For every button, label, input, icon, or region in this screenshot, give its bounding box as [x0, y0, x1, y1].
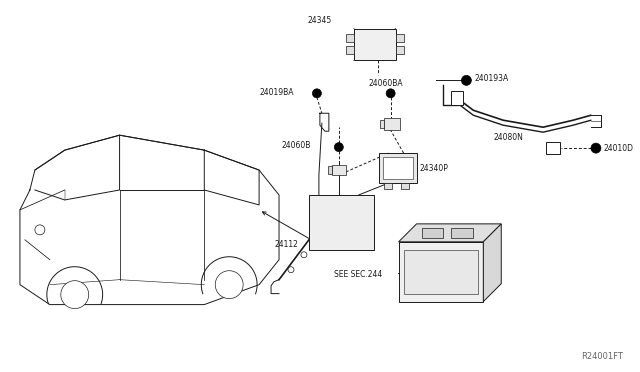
Circle shape	[312, 89, 321, 98]
Text: 24060B: 24060B	[281, 141, 310, 150]
Circle shape	[461, 76, 471, 85]
Circle shape	[301, 252, 307, 258]
Circle shape	[288, 267, 294, 273]
Text: SEE SEC.244: SEE SEC.244	[334, 270, 382, 279]
Bar	[380, 120, 383, 128]
Circle shape	[35, 225, 45, 235]
Bar	[379, 153, 417, 183]
Polygon shape	[399, 224, 501, 242]
Bar	[396, 46, 404, 54]
Bar	[399, 242, 483, 302]
Bar	[383, 118, 399, 130]
Bar	[451, 92, 463, 105]
Bar	[346, 46, 354, 54]
Bar	[354, 29, 396, 60]
Text: 24019BA: 24019BA	[259, 88, 294, 97]
Bar	[383, 183, 392, 189]
Bar	[346, 33, 354, 42]
Bar	[396, 33, 404, 42]
Bar	[328, 166, 332, 174]
Bar	[546, 142, 560, 154]
Text: R24001FT: R24001FT	[581, 352, 623, 361]
Bar	[401, 183, 408, 189]
Bar	[332, 165, 346, 175]
Polygon shape	[483, 224, 501, 302]
Text: 24060BA: 24060BA	[369, 79, 403, 88]
Circle shape	[61, 280, 89, 308]
Text: 24345: 24345	[308, 16, 332, 25]
Text: 24340P: 24340P	[420, 164, 449, 173]
Text: 24112: 24112	[274, 240, 298, 249]
Circle shape	[386, 89, 395, 98]
Bar	[451, 228, 474, 238]
Circle shape	[334, 142, 343, 152]
Bar	[309, 195, 374, 250]
Text: 24010D: 24010D	[604, 144, 634, 153]
Circle shape	[215, 271, 243, 299]
Bar	[422, 228, 444, 238]
Text: 240193A: 240193A	[474, 74, 509, 83]
Bar	[383, 157, 413, 179]
Circle shape	[591, 143, 601, 153]
Text: 24080N: 24080N	[493, 133, 523, 142]
Bar	[404, 250, 478, 294]
